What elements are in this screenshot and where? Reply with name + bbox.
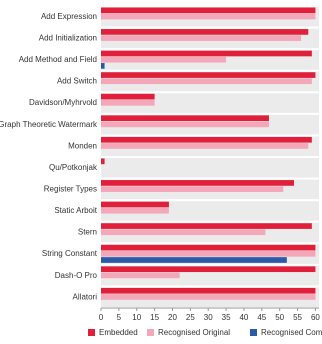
bar bbox=[101, 266, 316, 273]
y-tick-label: Add Switch bbox=[57, 77, 97, 86]
bar bbox=[101, 63, 105, 69]
x-tick-label: 0 bbox=[99, 313, 104, 322]
bar bbox=[101, 180, 294, 186]
y-tick-label: Davidson/Myhrvold bbox=[29, 98, 97, 107]
bar bbox=[101, 50, 312, 57]
bar bbox=[101, 272, 180, 279]
bar bbox=[101, 143, 309, 149]
bar bbox=[101, 257, 287, 263]
x-tick-label: 10 bbox=[132, 313, 141, 322]
legend-swatch bbox=[88, 329, 95, 336]
y-tick-label: Static Arboit bbox=[54, 206, 97, 215]
bar bbox=[101, 250, 316, 257]
bar bbox=[101, 29, 309, 35]
y-tick-label: String Constant bbox=[42, 249, 98, 258]
bar bbox=[101, 13, 316, 20]
bar bbox=[101, 78, 312, 85]
legend-swatch bbox=[147, 329, 154, 336]
x-tick-label: 30 bbox=[204, 313, 213, 322]
bar bbox=[101, 121, 269, 128]
x-tick-label: 25 bbox=[186, 313, 195, 322]
bar bbox=[101, 287, 316, 294]
x-tick-label: 5 bbox=[117, 313, 122, 322]
legend-label: Recognised Original bbox=[158, 328, 230, 337]
y-tick-label: Graph Theoretic Watermark bbox=[0, 120, 98, 129]
y-tick-label: Register Types bbox=[44, 184, 97, 193]
legend-swatch bbox=[250, 329, 257, 336]
bar bbox=[101, 72, 316, 78]
bar bbox=[101, 136, 312, 143]
x-tick-label: 60 bbox=[311, 313, 320, 322]
y-tick-label: Stern bbox=[78, 228, 97, 237]
x-tick-label: 55 bbox=[293, 313, 302, 322]
bar bbox=[101, 7, 316, 14]
bar bbox=[101, 115, 269, 122]
y-tick-label: Add Method and Field bbox=[19, 55, 97, 64]
x-tick-label: 15 bbox=[150, 313, 159, 322]
bar bbox=[101, 35, 302, 41]
x-tick-label: 45 bbox=[257, 313, 266, 322]
y-tick-label: Add Initialization bbox=[39, 33, 97, 42]
x-tick-label: 40 bbox=[239, 313, 248, 322]
y-tick-label: Qu/Potkonjak bbox=[49, 163, 98, 172]
bar bbox=[101, 186, 284, 192]
bar bbox=[101, 201, 169, 208]
bar bbox=[101, 294, 316, 300]
bar bbox=[101, 158, 105, 165]
bar bbox=[101, 244, 316, 251]
category-band bbox=[101, 158, 319, 178]
category-band bbox=[101, 93, 319, 113]
x-tick-label: 50 bbox=[275, 313, 284, 322]
bar bbox=[101, 99, 155, 106]
x-tick-label: 35 bbox=[222, 313, 231, 322]
y-tick-label: Add Expression bbox=[41, 12, 97, 21]
legend-label: Embedded bbox=[99, 328, 138, 337]
bar bbox=[101, 223, 312, 229]
x-tick-label: 20 bbox=[168, 313, 177, 322]
legend-label: Recognised Combo 2 bbox=[261, 328, 322, 337]
bar bbox=[101, 93, 155, 100]
y-tick-label: Allatori bbox=[73, 292, 98, 301]
y-tick-label: Monden bbox=[68, 141, 97, 150]
bar bbox=[101, 229, 266, 236]
y-tick-label: Dash-O Pro bbox=[55, 271, 98, 280]
bar bbox=[101, 207, 169, 214]
bar bbox=[101, 56, 227, 63]
